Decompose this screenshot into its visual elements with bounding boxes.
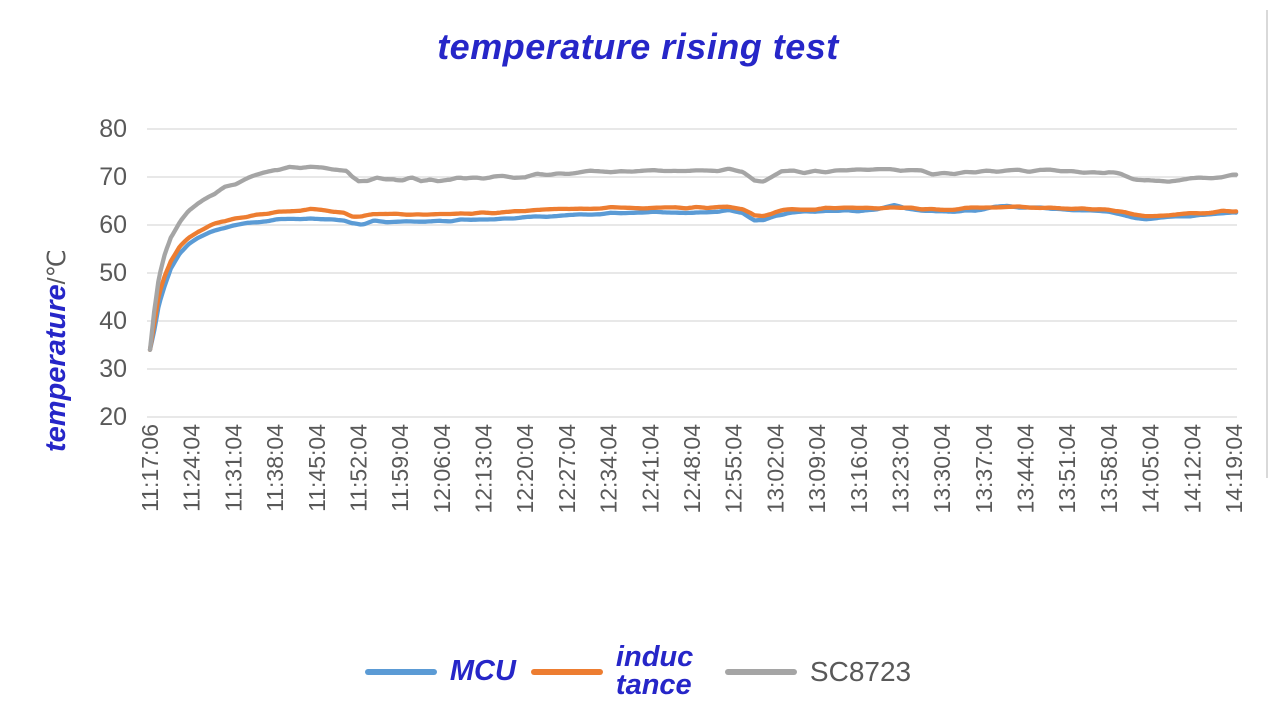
- y-tick-label: 50: [99, 259, 127, 287]
- x-tick-label: 12:06:04: [429, 424, 455, 514]
- y-tick-label: 70: [99, 163, 127, 191]
- x-tick-label: 14:12:04: [1179, 424, 1205, 514]
- inductance-line-swatch-icon: [530, 668, 603, 675]
- sc8723-line-swatch-icon: [724, 668, 797, 675]
- mcu-line-swatch-icon: [364, 668, 437, 675]
- x-tick-label: 11:38:04: [262, 424, 288, 512]
- x-tick-label: 13:37:04: [971, 424, 997, 514]
- legend-label-sc8723: SC8723: [809, 655, 912, 687]
- series-line-inductance: [147, 204, 1239, 352]
- legend-item-inductance: induc tance: [530, 641, 710, 701]
- x-tick-label: 13:51:04: [1054, 424, 1080, 514]
- x-tick-label: 12:13:04: [471, 424, 497, 514]
- legend-item-sc8723: SC8723: [724, 655, 912, 688]
- y-tick-label: 30: [99, 355, 127, 383]
- chart-title: temperature rising test: [437, 26, 839, 67]
- x-tick-label: 13:09:04: [804, 424, 830, 514]
- legend-label-inductance: induc tance: [615, 641, 694, 701]
- chart-plot-area: 80 70 60 50 40 30 20 11:17:06 11:24:04 11:31:04 11…: [99, 115, 1247, 514]
- x-tick-label: 13:23:04: [887, 424, 913, 514]
- x-tick-label: 13:44:04: [1013, 424, 1039, 514]
- legend-item-mcu: MCU: [364, 654, 516, 687]
- x-tick-label: 11:59:04: [387, 424, 413, 512]
- x-tick-label: 12:55:04: [721, 424, 747, 514]
- x-tick-label: 12:27:04: [554, 424, 580, 514]
- x-tick-label: 11:24:04: [179, 424, 205, 512]
- chart-legend: MCU induc tance SC8723: [0, 641, 1276, 701]
- x-tick-label: 12:34:04: [596, 424, 622, 514]
- x-tick-label: 11:52:04: [345, 424, 371, 512]
- x-tick-label: 13:02:04: [762, 424, 788, 514]
- y-tick-label: 20: [99, 403, 127, 431]
- series-line-mcu: [147, 202, 1239, 352]
- y-tick-label: 80: [99, 115, 127, 143]
- series-line-sc8723: [147, 164, 1239, 352]
- x-tick-label: 11:17:06: [137, 424, 163, 512]
- x-tick-label: 13:30:04: [929, 424, 955, 514]
- y-tick-label: 60: [99, 211, 127, 239]
- y-tick-label: 40: [99, 307, 127, 335]
- x-tick-label: 14:19:04: [1221, 424, 1247, 514]
- x-tick-label: 12:20:04: [512, 424, 538, 514]
- x-tick-label: 12:41:04: [637, 424, 663, 514]
- x-tick-label: 12:48:04: [679, 424, 705, 514]
- x-tick-label: 11:45:04: [304, 424, 330, 512]
- legend-label-mcu: MCU: [449, 654, 516, 687]
- window-edge-divider: [1266, 10, 1268, 478]
- x-tick-label: 13:16:04: [846, 424, 872, 514]
- x-tick-label: 11:31:04: [220, 424, 246, 512]
- x-tick-label: 14:05:04: [1138, 424, 1164, 514]
- x-tick-label: 13:58:04: [1096, 424, 1122, 514]
